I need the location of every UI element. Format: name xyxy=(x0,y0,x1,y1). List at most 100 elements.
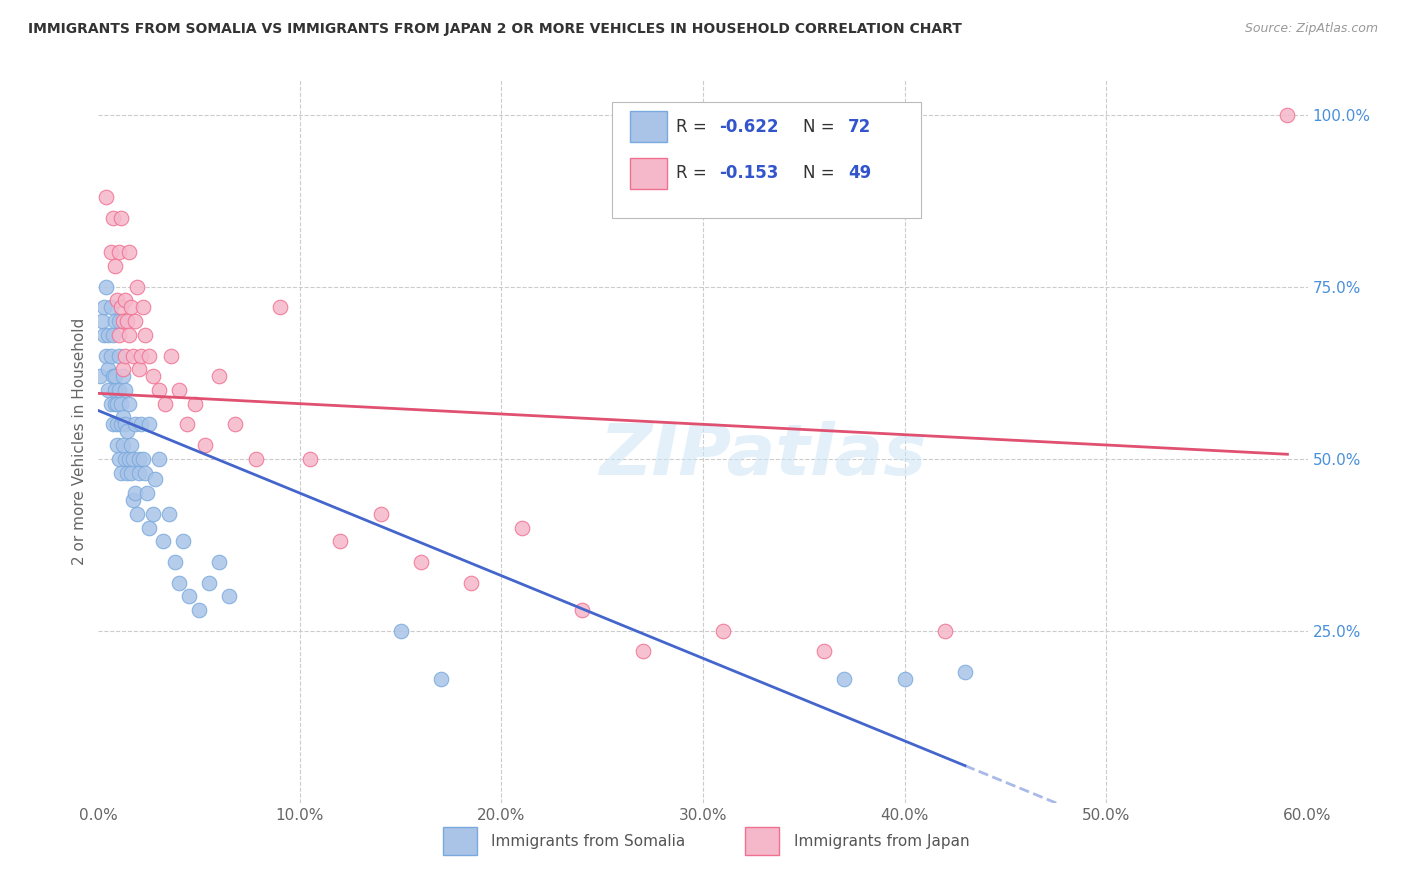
Point xyxy=(121,349,143,363)
Point xyxy=(96,279,118,293)
Point xyxy=(114,417,136,432)
Point xyxy=(93,327,115,342)
Point xyxy=(118,245,141,260)
Point xyxy=(138,349,160,363)
Point xyxy=(103,397,125,411)
Point xyxy=(97,327,120,342)
Point xyxy=(124,314,146,328)
Point xyxy=(107,327,129,342)
Point xyxy=(571,603,593,617)
Point xyxy=(152,534,174,549)
Point xyxy=(198,575,221,590)
Point xyxy=(100,301,122,315)
Text: -0.153: -0.153 xyxy=(718,164,778,183)
Point xyxy=(269,301,291,315)
Point xyxy=(188,603,211,617)
Point xyxy=(124,486,146,500)
Point xyxy=(111,362,134,376)
Point xyxy=(100,349,122,363)
Text: N =: N = xyxy=(803,118,841,136)
Point xyxy=(128,362,150,376)
FancyBboxPatch shape xyxy=(443,828,477,855)
Point xyxy=(157,507,180,521)
Point xyxy=(176,417,198,432)
Point xyxy=(389,624,412,638)
Point xyxy=(329,534,352,549)
Point xyxy=(128,466,150,480)
Point xyxy=(96,349,118,363)
Point xyxy=(510,520,533,534)
Point xyxy=(91,314,114,328)
Point xyxy=(128,451,150,466)
Point xyxy=(103,369,125,384)
Point xyxy=(208,555,231,569)
Point xyxy=(111,314,134,328)
Point xyxy=(134,327,156,342)
Text: 72: 72 xyxy=(848,118,872,136)
Point xyxy=(110,466,132,480)
Y-axis label: 2 or more Vehicles in Household: 2 or more Vehicles in Household xyxy=(72,318,87,566)
Point xyxy=(121,451,143,466)
Point xyxy=(100,397,122,411)
Text: IMMIGRANTS FROM SOMALIA VS IMMIGRANTS FROM JAPAN 2 OR MORE VEHICLES IN HOUSEHOLD: IMMIGRANTS FROM SOMALIA VS IMMIGRANTS FR… xyxy=(28,22,962,37)
Point xyxy=(111,369,134,384)
Point xyxy=(120,438,142,452)
Text: R =: R = xyxy=(676,164,713,183)
Point xyxy=(172,534,194,549)
Point xyxy=(179,590,201,604)
Point xyxy=(101,417,124,432)
Point xyxy=(118,327,141,342)
FancyBboxPatch shape xyxy=(630,112,666,142)
Point xyxy=(96,190,118,204)
Point xyxy=(120,301,142,315)
Point xyxy=(97,383,120,397)
Point xyxy=(120,466,142,480)
Point xyxy=(97,362,120,376)
Point xyxy=(125,507,148,521)
Point xyxy=(125,279,148,293)
Point xyxy=(208,369,231,384)
Point xyxy=(299,451,322,466)
Point xyxy=(143,472,166,486)
Text: R =: R = xyxy=(676,118,713,136)
Point xyxy=(121,493,143,508)
Point xyxy=(107,451,129,466)
Point xyxy=(105,293,128,308)
Point xyxy=(118,397,141,411)
Text: Immigrants from Somalia: Immigrants from Somalia xyxy=(492,834,686,849)
Point xyxy=(224,417,246,432)
Point xyxy=(100,245,122,260)
Point xyxy=(101,369,124,384)
Point xyxy=(93,301,115,315)
Point xyxy=(115,314,138,328)
Point xyxy=(132,301,155,315)
Point xyxy=(832,672,855,686)
Point xyxy=(813,644,835,658)
Point xyxy=(103,383,125,397)
Point xyxy=(953,665,976,679)
Point xyxy=(107,383,129,397)
FancyBboxPatch shape xyxy=(630,158,666,189)
Point xyxy=(114,293,136,308)
Point xyxy=(460,575,482,590)
Point xyxy=(1277,108,1299,122)
Point xyxy=(148,451,170,466)
Text: -0.622: -0.622 xyxy=(718,118,778,136)
Point xyxy=(115,424,138,438)
Text: 49: 49 xyxy=(848,164,872,183)
Point xyxy=(160,349,183,363)
Point xyxy=(132,451,155,466)
Point xyxy=(631,644,654,658)
Point xyxy=(134,466,156,480)
FancyBboxPatch shape xyxy=(745,828,779,855)
Point xyxy=(111,410,134,425)
Point xyxy=(114,451,136,466)
Point xyxy=(370,507,392,521)
Text: ZIPatlas: ZIPatlas xyxy=(600,422,927,491)
Point xyxy=(142,507,165,521)
Point xyxy=(138,417,160,432)
Text: Source: ZipAtlas.com: Source: ZipAtlas.com xyxy=(1244,22,1378,36)
Point xyxy=(124,417,146,432)
Point xyxy=(107,314,129,328)
Point xyxy=(110,417,132,432)
